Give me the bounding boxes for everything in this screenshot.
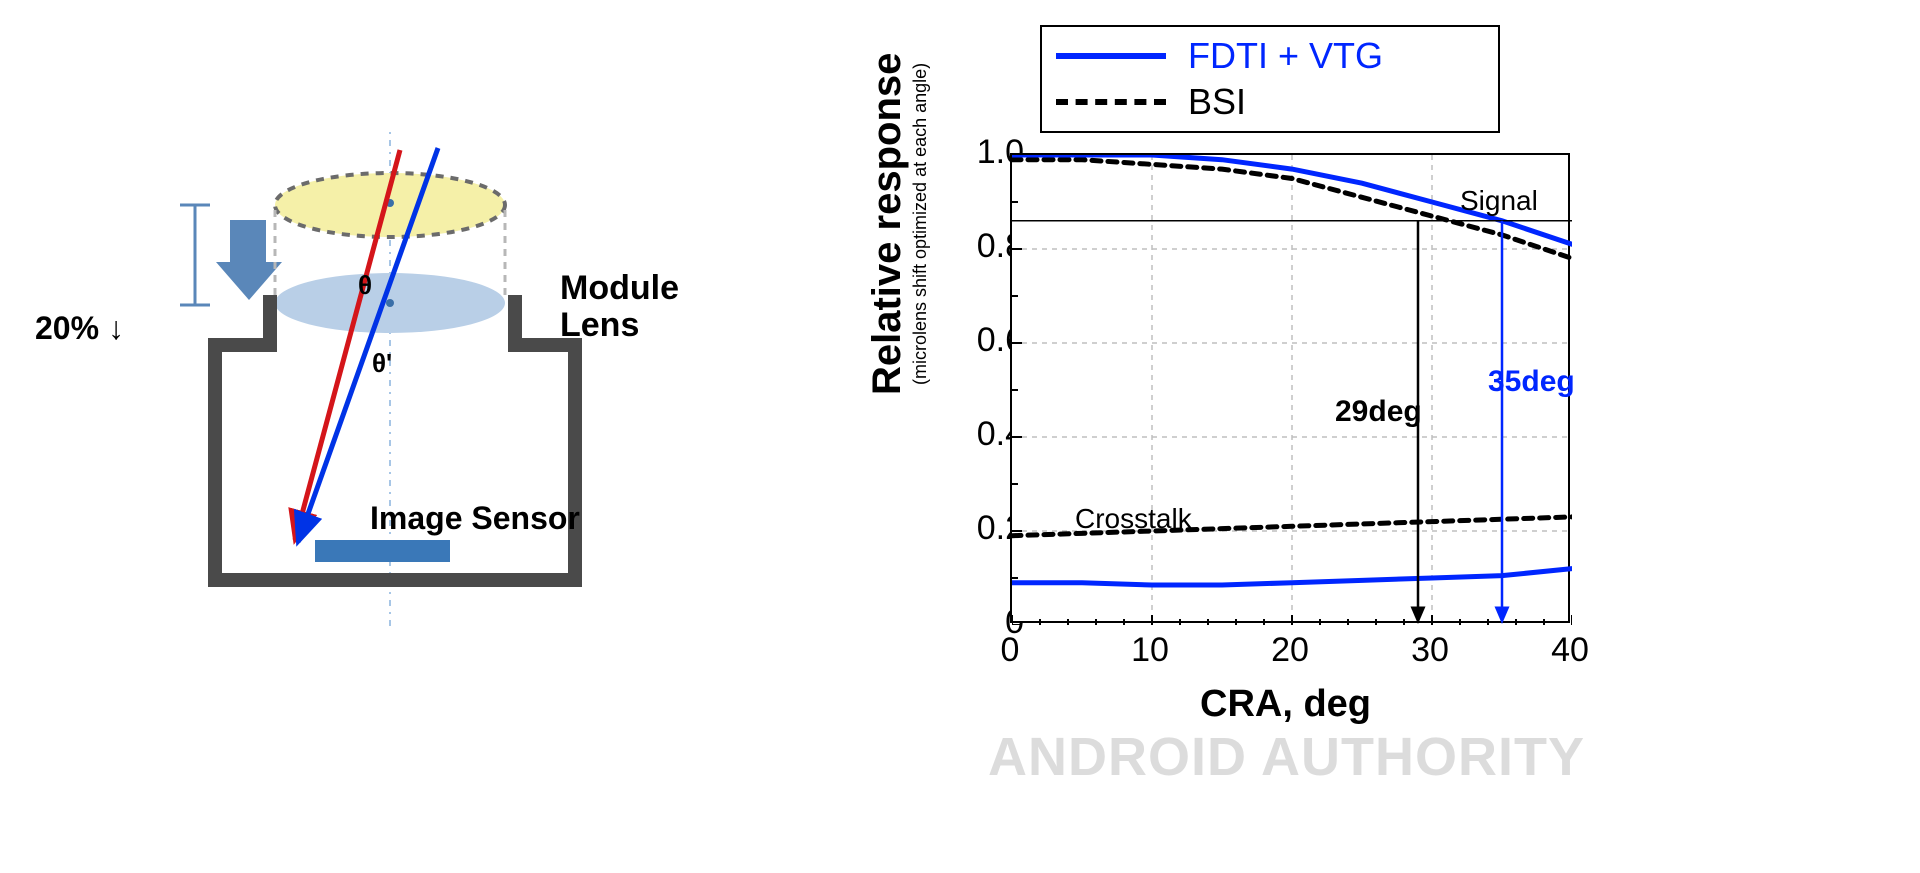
cra-chart: FDTI + VTG BSI Relative response (microl… <box>880 25 1600 765</box>
x-tick: 40 <box>1545 631 1595 670</box>
module-lens-label: Module Lens <box>560 270 679 345</box>
x-tick: 20 <box>1265 631 1315 670</box>
down-arrow-icon <box>216 220 282 300</box>
y-axis-subtitle: (microlens shift optimized at each angle… <box>910 63 931 385</box>
legend: FDTI + VTG BSI <box>1040 25 1500 133</box>
camera-housing <box>215 295 575 580</box>
signal-label: Signal <box>1460 185 1538 217</box>
legend-bsi-label: BSI <box>1188 81 1246 123</box>
plot-area <box>1010 153 1570 623</box>
image-sensor-label: Image Sensor <box>370 500 580 537</box>
legend-fdti: FDTI + VTG <box>1056 33 1484 79</box>
deg29-label: 29deg <box>1335 395 1422 429</box>
crosstalk-label: Crosstalk <box>1075 503 1192 535</box>
theta-prime-label: θ' <box>372 348 392 379</box>
module-svg <box>100 130 800 650</box>
watermark: ANDROID AUTHORITY <box>988 726 1585 788</box>
x-tick: 0 <box>985 631 1035 670</box>
module-diagram: 20% ↓ Module Lens Image Sensor θ θ' <box>100 130 800 650</box>
legend-fdti-label: FDTI + VTG <box>1188 35 1383 77</box>
legend-bsi: BSI <box>1056 79 1484 125</box>
theta-label: θ <box>358 270 372 301</box>
x-axis-title: CRA, deg <box>1200 683 1371 726</box>
image-sensor <box>315 540 450 562</box>
y-axis-title: Relative response <box>865 53 910 395</box>
pct-label: 20% ↓ <box>35 310 124 347</box>
deg35-label: 35deg <box>1488 365 1575 399</box>
x-tick: 30 <box>1405 631 1455 670</box>
figure-canvas: 20% ↓ Module Lens Image Sensor θ θ' FDTI… <box>0 0 1920 873</box>
x-tick: 10 <box>1125 631 1175 670</box>
